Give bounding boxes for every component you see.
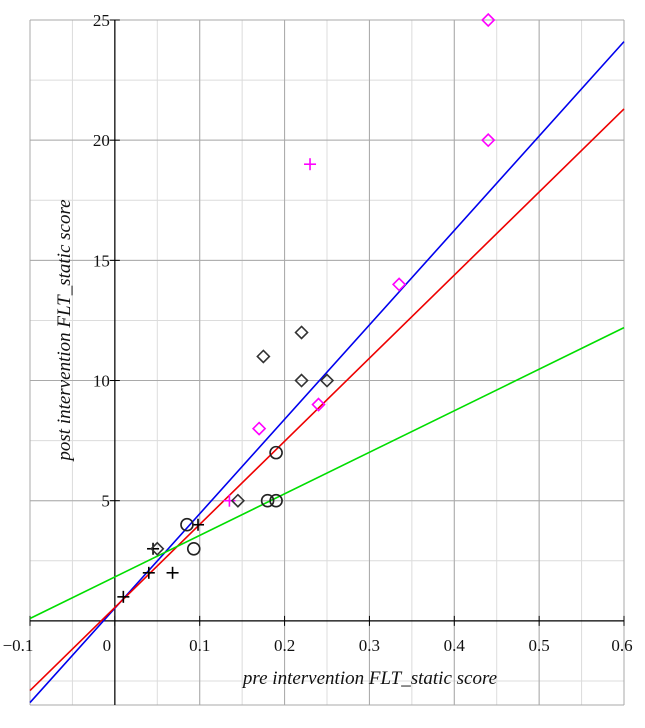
x-axis-label: pre intervention FLT_static score [241,668,497,689]
x-tick-label: 0 [103,636,112,655]
black-circle-point [269,493,283,508]
x-tick-label: 0.1 [189,636,210,655]
y-tick-label: 20 [93,131,110,150]
black-plus-point [147,542,160,555]
y-tick-label: 10 [93,372,110,391]
x-tick-label: 0.3 [359,636,380,655]
magenta-diamond-point [391,277,407,292]
tick-labels: −0.1 0 0.1 0.2 0.3 0.4 0.5 0.6 5 10 15 20 25 [3,11,633,655]
x-tick-label: 0.4 [444,636,466,655]
black-circle-point [180,517,194,532]
black-circle-point [269,445,283,460]
black-diamond-point [319,373,335,388]
data-points [117,12,496,603]
x-tick-label: 0.2 [274,636,295,655]
grid [29,19,625,706]
y-axis-label: post intervention FLT_static score [54,199,75,462]
black-diamond-point [294,373,309,388]
x-tick-label: 0.6 [611,636,632,655]
black-plus-point [142,566,155,579]
blue-fit-line [29,41,625,704]
fit-lines [29,41,625,704]
red-fit-line [29,108,625,692]
black-plus-point [166,566,179,579]
black-circle-point [186,541,201,556]
y-tick-label: 25 [93,11,110,30]
x-tick-label: 0.5 [529,636,550,655]
black-diamond-point [150,541,165,556]
magenta-diamond-point [251,421,267,436]
y-tick-label: 15 [93,251,110,270]
x-tick-label: −0.1 [3,636,34,655]
black-plus-point [192,518,205,531]
black-diamond-point [230,493,246,508]
magenta-plus-point [223,494,236,507]
black-diamond-point [294,325,309,340]
black-circle-point [260,493,275,508]
axes [29,19,625,705]
green-fit-line [29,326,625,620]
black-diamond-point [256,349,271,364]
magenta-diamond-point [311,397,326,412]
magenta-diamond-point [481,133,496,148]
magenta-diamond-point [481,12,496,28]
black-plus-point [117,590,130,603]
y-tick-label: 5 [101,492,110,511]
magenta-plus-point [304,158,317,171]
